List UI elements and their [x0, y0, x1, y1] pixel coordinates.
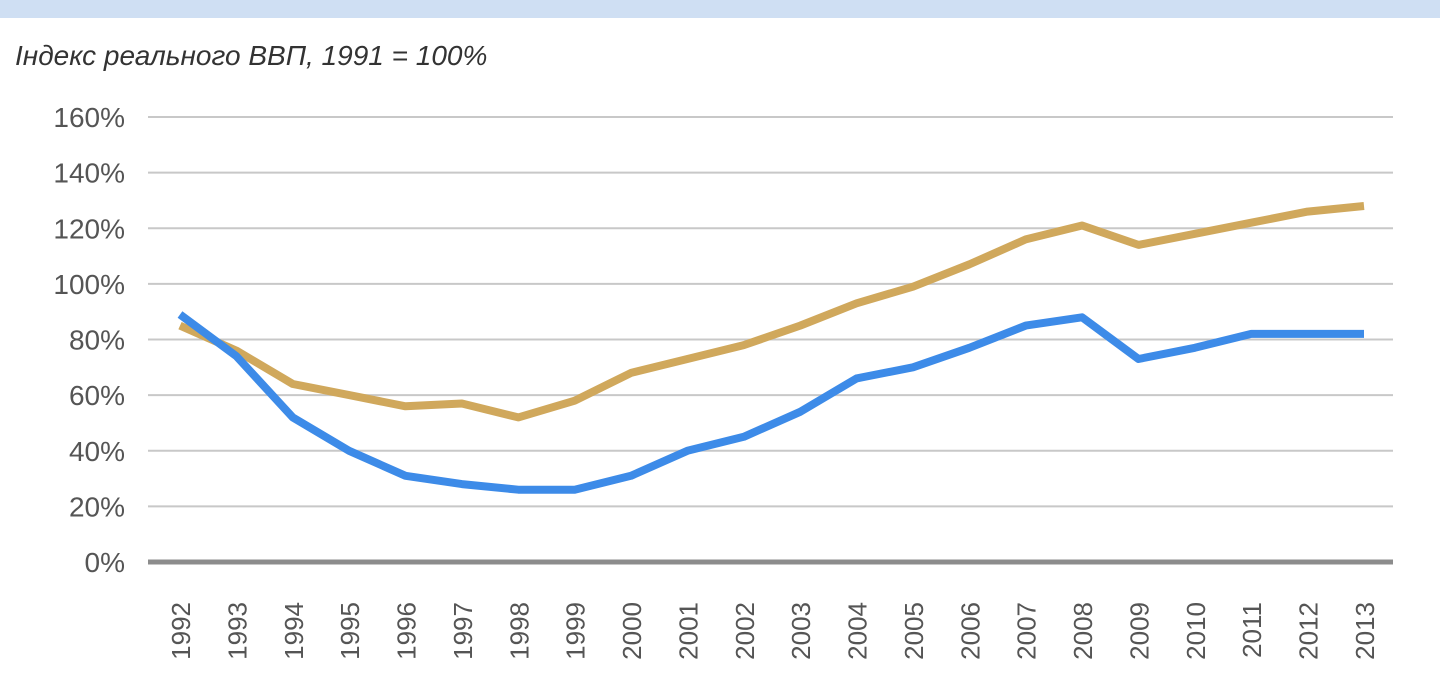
x-tick-label: 1995: [335, 602, 365, 660]
x-axis-ticks: 1992 1993 1994 1995 1996 1997 1998 1999 2000 2001…: [166, 602, 1380, 660]
series-line-2: [177, 311, 1364, 494]
x-tick-label: 2012: [1294, 602, 1324, 660]
y-tick-label: 60%: [69, 380, 125, 411]
y-tick-label: 20%: [69, 491, 125, 522]
gridlines: [148, 116, 1393, 565]
x-tick-label: 2009: [1124, 602, 1154, 660]
x-tick-label: 1998: [504, 602, 534, 660]
x-tick-label: 1999: [561, 602, 591, 660]
x-tick-label: 2008: [1068, 602, 1098, 660]
y-tick-label: 80%: [69, 325, 125, 356]
x-tick-label: 1994: [279, 602, 309, 660]
series-lines: [177, 202, 1365, 494]
x-tick-label: 2002: [730, 602, 760, 660]
x-tick-label: 2005: [899, 602, 929, 660]
x-tick-label: 2013: [1350, 602, 1380, 660]
header-band: [0, 0, 1440, 18]
x-tick-label: 1993: [222, 602, 252, 660]
x-tick-label: 1996: [392, 602, 422, 660]
y-tick-label: 120%: [53, 213, 125, 244]
x-tick-label: 2006: [955, 602, 985, 660]
x-tick-label: 2011: [1237, 602, 1267, 658]
x-tick-label: 2003: [786, 602, 816, 660]
x-tick-label: 1997: [448, 602, 478, 660]
x-tick-label: 2010: [1181, 602, 1211, 660]
x-tick-label: 2007: [1012, 602, 1042, 660]
y-tick-label: 40%: [69, 436, 125, 467]
x-tick-label: 1992: [166, 602, 196, 660]
x-tick-label: 2004: [843, 602, 873, 660]
series-line-1: [178, 202, 1365, 422]
y-tick-label: 140%: [53, 158, 125, 189]
y-tick-label: 0%: [85, 547, 125, 578]
y-tick-label: 100%: [53, 269, 125, 300]
y-tick-label: 160%: [53, 102, 125, 133]
chart-subtitle: Індекс реального ВВП, 1991 = 100%: [15, 40, 488, 71]
x-tick-label: 2001: [673, 602, 703, 660]
y-axis-ticks: 0% 20% 40% 60% 80% 100% 120% 140% 160%: [53, 102, 125, 578]
x-tick-label: 2000: [617, 602, 647, 660]
